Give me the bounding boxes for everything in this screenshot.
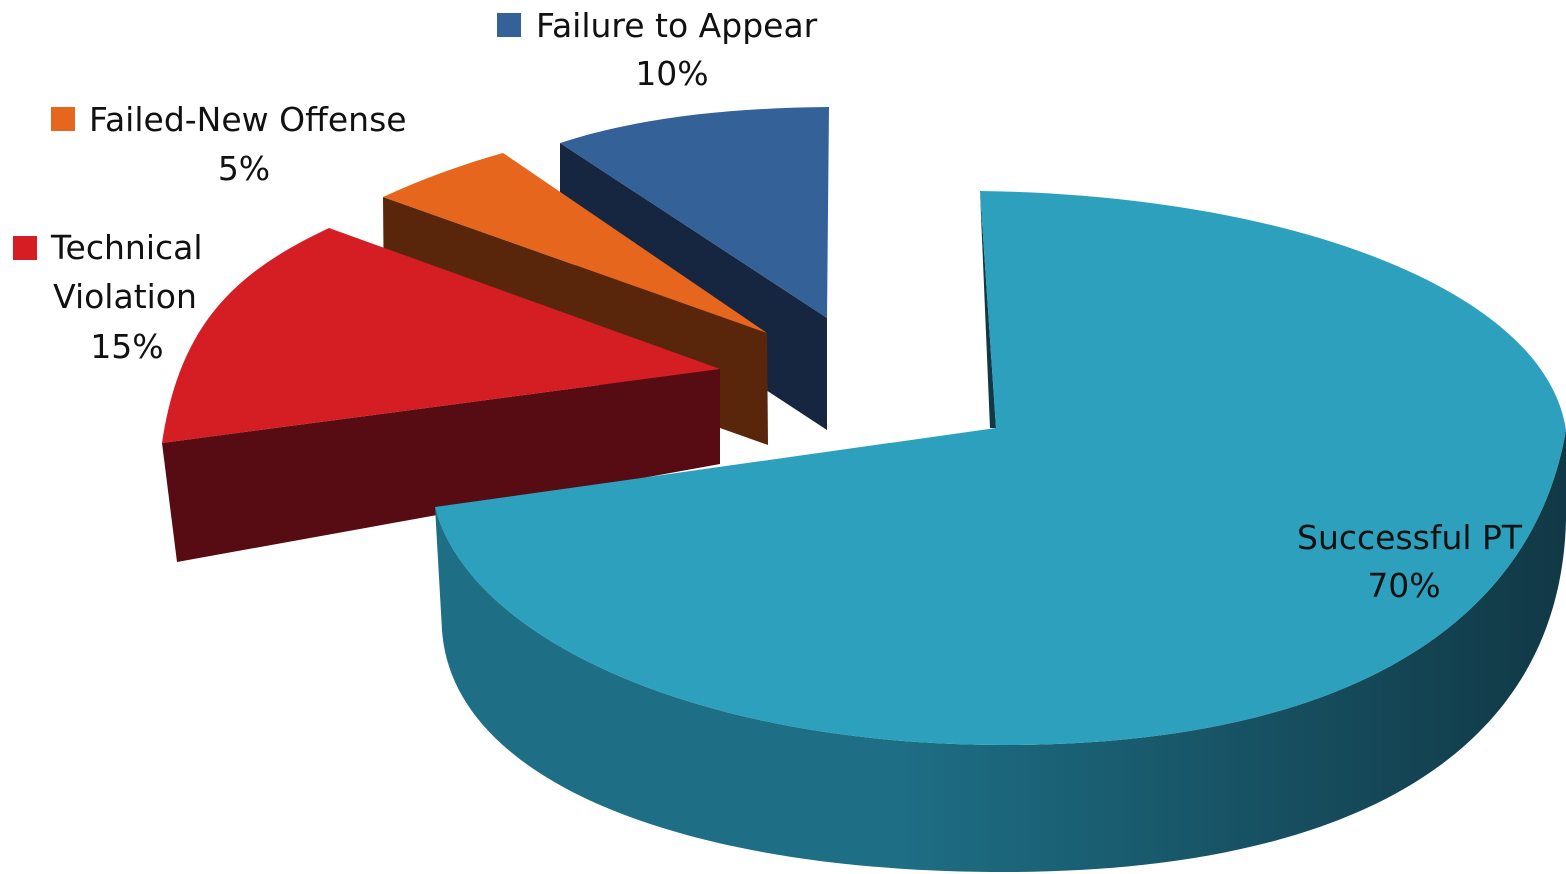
label-failure-to-appear: Failure to Appear 10%: [497, 6, 818, 93]
label-successful-pt-value: 70%: [1367, 566, 1440, 605]
slice-successful-pt-side: [435, 430, 1566, 872]
label-failure-to-appear-name: Failure to Appear: [536, 6, 818, 45]
slice-successful-pt: [435, 191, 1566, 872]
slice-technical-violation: [162, 228, 720, 562]
label-technical-violation: Technical Violation 15%: [13, 228, 203, 366]
slice-failed-new-offense-top: [383, 153, 767, 333]
legend-marker-successful-pt: [1262, 525, 1286, 549]
label-technical-violation-name-line2: Violation: [53, 277, 197, 316]
label-successful-pt: Successful PT 70%: [1262, 518, 1523, 605]
legend-marker-failure-to-appear: [497, 13, 521, 37]
slice-successful-pt-top: [435, 191, 1566, 745]
label-failed-new-offense-value: 5%: [218, 149, 270, 188]
slice-failure-to-appear-top: [560, 107, 829, 318]
label-successful-pt-name: Successful PT: [1297, 518, 1523, 557]
legend-marker-technical-violation: [13, 236, 37, 260]
label-failure-to-appear-value: 10%: [635, 54, 708, 93]
slice-technical-violation-top: [162, 228, 720, 443]
label-technical-violation-value: 15%: [90, 327, 163, 366]
legend-marker-failed-new-offense: [51, 107, 75, 131]
label-failed-new-offense-name: Failed-New Offense: [89, 100, 407, 139]
label-technical-violation-name-line1: Technical: [50, 228, 203, 267]
label-failed-new-offense: Failed-New Offense 5%: [51, 100, 407, 188]
slice-technical-violation-side: [162, 369, 720, 562]
